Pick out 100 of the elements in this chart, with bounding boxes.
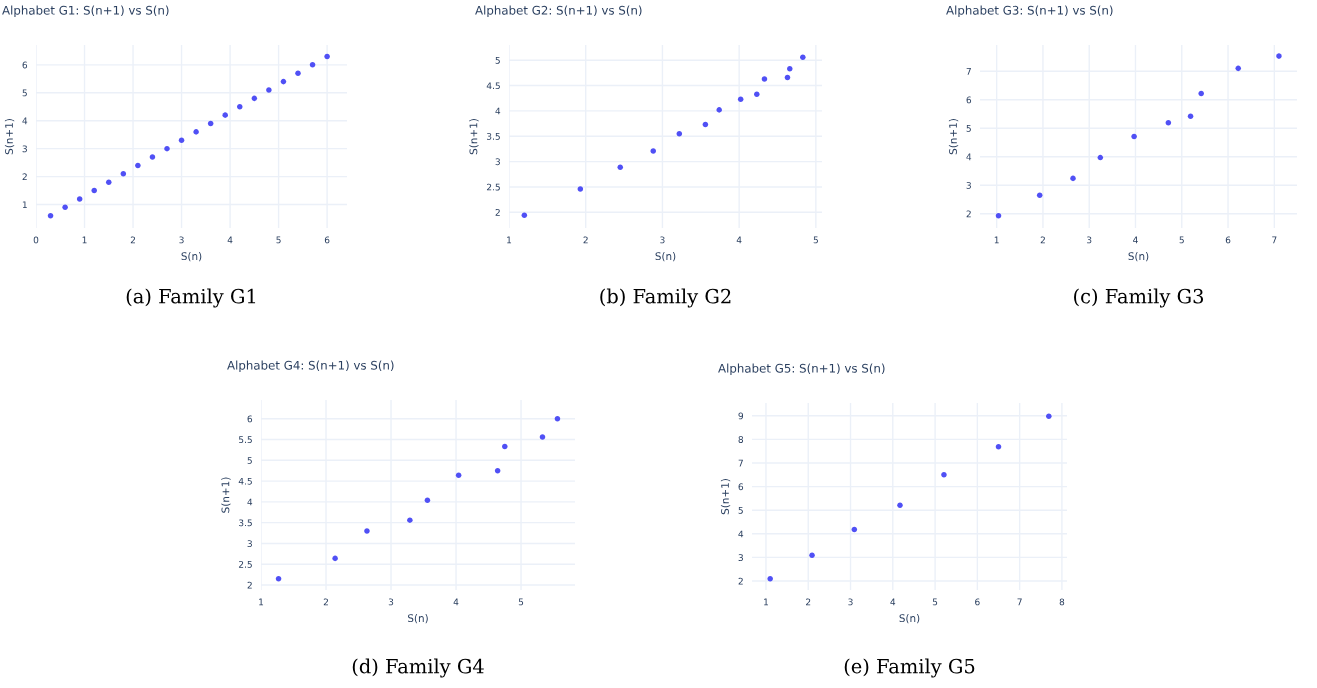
x-tick-label: 4 xyxy=(227,236,233,244)
point xyxy=(135,162,141,169)
point xyxy=(1046,413,1052,419)
point xyxy=(737,96,744,103)
y-tick-label: 4 xyxy=(22,117,28,125)
y-tick-label: 5 xyxy=(247,457,252,464)
point xyxy=(178,137,185,144)
x-tick-label: 3 xyxy=(388,598,394,606)
y-axis-title: S(n+1) xyxy=(720,479,731,515)
chart-title: Alphabet G2: S(n+1) vs S(n) xyxy=(475,5,642,17)
text: (e) Family G5 xyxy=(844,658,975,678)
point xyxy=(617,164,624,170)
chart-title: Alphabet G3: S(n+1) vs S(n) xyxy=(946,5,1113,17)
point xyxy=(120,171,127,177)
chart-title: Alphabet G5: S(n+1) vs S(n) xyxy=(718,363,885,375)
x-tick-label: 4 xyxy=(1133,236,1138,244)
x-tick-label: 4 xyxy=(453,598,459,606)
x-tick-label: 3 xyxy=(179,236,184,244)
chart-title: Alphabet G4: S(n+1) vs S(n) xyxy=(227,360,394,372)
x-tick-label: 5 xyxy=(1179,236,1184,244)
point xyxy=(539,434,546,440)
point xyxy=(754,91,760,97)
y-tick-label: 2 xyxy=(22,173,27,181)
x-tick-label: 2 xyxy=(130,236,135,244)
point xyxy=(62,204,68,211)
text: (c) Family G3 xyxy=(1074,288,1204,308)
point xyxy=(1131,133,1137,140)
point xyxy=(251,95,258,102)
point xyxy=(106,179,112,185)
x-tick-label: 7 xyxy=(1272,236,1277,244)
x-tick-label: 1 xyxy=(259,598,264,606)
x-tick-label: 2 xyxy=(583,236,588,244)
x-tick-label: 6 xyxy=(975,598,980,606)
y-tick-label: 3 xyxy=(966,181,971,189)
x-tick-label: 0 xyxy=(33,236,39,244)
y-axis-title: S(n+1) xyxy=(4,119,15,155)
point xyxy=(676,130,683,137)
text: (a) Family G1 xyxy=(126,288,256,308)
point xyxy=(424,497,431,503)
chart-title: Alphabet G1: S(n+1) vs S(n) xyxy=(2,5,169,17)
y-tick-label: 8 xyxy=(738,436,744,443)
y-tick-label: 2 xyxy=(247,581,252,589)
point xyxy=(407,517,413,523)
text: (b) Family G2 xyxy=(600,288,731,308)
point xyxy=(266,87,272,93)
point xyxy=(521,212,528,219)
y-tick-label: 5 xyxy=(966,125,971,132)
y-tick-label: 7 xyxy=(966,68,971,75)
point xyxy=(577,186,584,192)
point xyxy=(47,212,54,219)
y-tick-label: 1 xyxy=(22,201,27,208)
y-tick-label: 2.5 xyxy=(486,183,500,191)
y-axis-title: S(n+1) xyxy=(469,119,479,155)
y-axis-title: S(n+1) xyxy=(221,477,231,513)
y-tick-label: 5 xyxy=(738,507,743,514)
x-tick-label: 2 xyxy=(1040,236,1045,244)
x-tick-label: 2 xyxy=(806,598,811,606)
point xyxy=(91,187,97,194)
point xyxy=(941,472,947,478)
point xyxy=(1036,192,1043,198)
x-tick-label: 5 xyxy=(276,236,281,244)
point xyxy=(554,415,561,422)
point xyxy=(800,54,806,60)
y-tick-label: 3.5 xyxy=(239,519,252,527)
point xyxy=(275,576,282,582)
point xyxy=(1198,90,1204,97)
point xyxy=(650,148,656,154)
x-tick-label: 7 xyxy=(1017,598,1022,606)
point xyxy=(784,74,791,81)
point xyxy=(502,443,508,450)
point xyxy=(164,145,170,152)
point xyxy=(332,555,338,562)
text: (d) Family G4 xyxy=(352,658,484,678)
y-tick-label: 4.5 xyxy=(486,82,500,90)
x-tick-label: 4 xyxy=(890,598,896,606)
y-tick-label: 2.5 xyxy=(238,560,252,568)
y-tick-label: 3 xyxy=(495,158,500,166)
point xyxy=(995,212,1002,219)
x-tick-label: 1 xyxy=(994,236,999,244)
point xyxy=(494,467,501,474)
y-tick-label: 4.5 xyxy=(238,477,252,485)
x-tick-label: 6 xyxy=(1225,236,1231,244)
y-tick-label: 5 xyxy=(495,57,500,64)
y-axis-title: S(n+1) xyxy=(948,119,959,155)
y-tick-label: 9 xyxy=(738,412,744,420)
y-tick-label: 6 xyxy=(22,61,28,69)
x-axis-title: S(n) xyxy=(899,614,920,624)
y-tick-label: 4 xyxy=(247,498,253,506)
x-tick-label: 8 xyxy=(1059,598,1065,606)
y-tick-label: 2 xyxy=(738,577,743,585)
y-tick-label: 4 xyxy=(738,530,744,538)
point xyxy=(897,502,903,509)
point xyxy=(1165,120,1172,126)
y-tick-label: 3 xyxy=(247,540,252,547)
point xyxy=(809,552,815,559)
point xyxy=(149,154,156,160)
y-tick-label: 6 xyxy=(247,415,253,423)
point xyxy=(309,62,316,68)
x-tick-label: 1 xyxy=(82,236,87,244)
x-tick-label: 1 xyxy=(764,598,768,606)
